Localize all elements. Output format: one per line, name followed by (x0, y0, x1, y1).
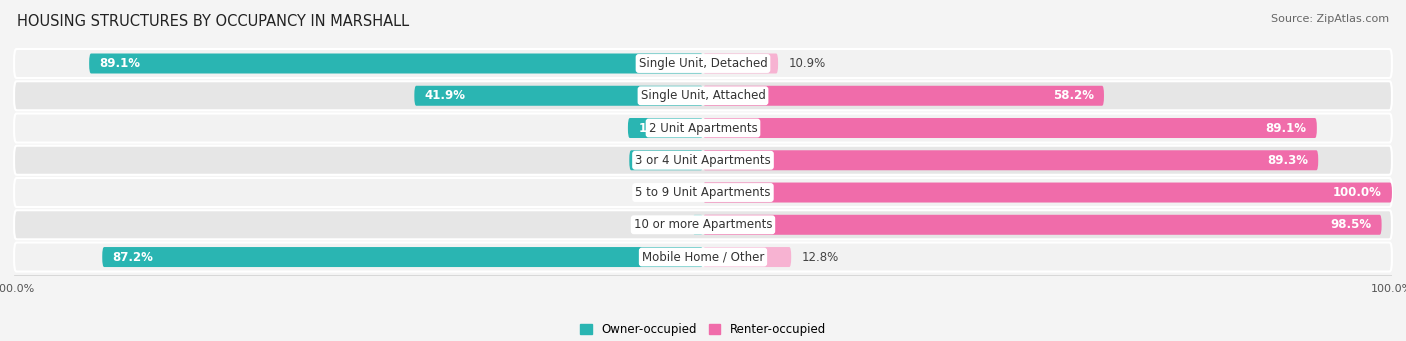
FancyBboxPatch shape (703, 54, 778, 74)
Legend: Owner-occupied, Renter-occupied: Owner-occupied, Renter-occupied (575, 318, 831, 341)
Text: Single Unit, Attached: Single Unit, Attached (641, 89, 765, 102)
FancyBboxPatch shape (628, 118, 703, 138)
Text: 87.2%: 87.2% (112, 251, 153, 264)
Text: 10 or more Apartments: 10 or more Apartments (634, 218, 772, 231)
Text: 3 or 4 Unit Apartments: 3 or 4 Unit Apartments (636, 154, 770, 167)
Text: Source: ZipAtlas.com: Source: ZipAtlas.com (1271, 14, 1389, 24)
FancyBboxPatch shape (703, 182, 1392, 203)
FancyBboxPatch shape (415, 86, 703, 106)
FancyBboxPatch shape (14, 146, 1392, 175)
Text: 10.9%: 10.9% (789, 57, 825, 70)
Text: 58.2%: 58.2% (1053, 89, 1094, 102)
FancyBboxPatch shape (89, 54, 703, 74)
Text: 100.0%: 100.0% (1333, 186, 1382, 199)
FancyBboxPatch shape (703, 247, 792, 267)
FancyBboxPatch shape (14, 210, 1392, 239)
Text: 89.3%: 89.3% (1267, 154, 1308, 167)
Text: Single Unit, Detached: Single Unit, Detached (638, 57, 768, 70)
FancyBboxPatch shape (14, 49, 1392, 78)
FancyBboxPatch shape (703, 215, 1382, 235)
FancyBboxPatch shape (703, 150, 1319, 170)
Text: 12.8%: 12.8% (801, 251, 839, 264)
Text: HOUSING STRUCTURES BY OCCUPANCY IN MARSHALL: HOUSING STRUCTURES BY OCCUPANCY IN MARSH… (17, 14, 409, 29)
FancyBboxPatch shape (14, 178, 1392, 207)
FancyBboxPatch shape (14, 242, 1392, 271)
FancyBboxPatch shape (693, 215, 703, 235)
Text: Mobile Home / Other: Mobile Home / Other (641, 251, 765, 264)
Text: 10.7%: 10.7% (640, 154, 681, 167)
Text: 1.5%: 1.5% (652, 218, 682, 231)
Text: 0.0%: 0.0% (659, 186, 689, 199)
FancyBboxPatch shape (103, 247, 703, 267)
FancyBboxPatch shape (630, 150, 703, 170)
FancyBboxPatch shape (14, 114, 1392, 143)
Text: 2 Unit Apartments: 2 Unit Apartments (648, 121, 758, 134)
Text: 5 to 9 Unit Apartments: 5 to 9 Unit Apartments (636, 186, 770, 199)
FancyBboxPatch shape (14, 81, 1392, 110)
Text: 98.5%: 98.5% (1330, 218, 1371, 231)
Text: 89.1%: 89.1% (100, 57, 141, 70)
FancyBboxPatch shape (703, 118, 1317, 138)
Text: 89.1%: 89.1% (1265, 121, 1306, 134)
Text: 10.9%: 10.9% (638, 121, 679, 134)
Text: 41.9%: 41.9% (425, 89, 465, 102)
FancyBboxPatch shape (703, 86, 1104, 106)
